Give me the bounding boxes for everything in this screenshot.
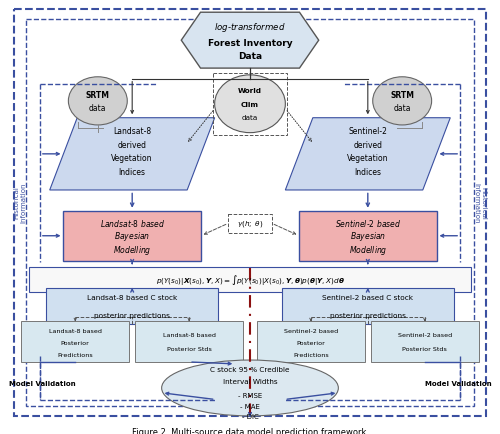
Text: Model Validation: Model Validation (425, 380, 492, 386)
Text: Predictions: Predictions (293, 352, 328, 357)
Text: $\gamma(h;\ \theta)$: $\gamma(h;\ \theta)$ (236, 219, 264, 229)
Text: Predictions: Predictions (58, 352, 93, 357)
FancyBboxPatch shape (64, 211, 201, 261)
Text: World: World (238, 88, 262, 94)
Text: - DIC: - DIC (242, 413, 258, 419)
Text: Posterior Stds: Posterior Stds (166, 346, 212, 351)
Text: Sentinel-2 based C stock: Sentinel-2 based C stock (322, 295, 414, 301)
Text: posterior predictions: posterior predictions (94, 312, 170, 318)
Text: - MAE: - MAE (240, 403, 260, 409)
Text: Forest Inventory: Forest Inventory (208, 39, 292, 47)
Text: - RMSE: - RMSE (238, 392, 262, 398)
FancyBboxPatch shape (135, 322, 243, 362)
Text: Posterior Stds: Posterior Stds (402, 346, 447, 351)
Text: $\it{Bayesian}$: $\it{Bayesian}$ (350, 230, 386, 243)
Text: $\it{Modelling}$: $\it{Modelling}$ (348, 243, 387, 256)
Text: $\it{Sentinel}$-$\it{2\ based}$: $\it{Sentinel}$-$\it{2\ based}$ (334, 217, 401, 228)
Text: Figure 2. Multi-source data model prediction framework.: Figure 2. Multi-source data model predic… (132, 427, 368, 434)
Text: Landsat-8 based: Landsat-8 based (162, 333, 216, 338)
Ellipse shape (68, 78, 128, 126)
Text: Landsat-8: Landsat-8 (113, 127, 151, 136)
Text: $\it{log}$-$\it{transformed}$: $\it{log}$-$\it{transformed}$ (214, 21, 286, 34)
Text: Vegetation: Vegetation (112, 154, 153, 163)
Text: Sentinel-2 based: Sentinel-2 based (398, 333, 452, 338)
Text: Sentinel-2: Sentinel-2 (348, 127, 388, 136)
Text: Indices: Indices (354, 167, 382, 176)
Ellipse shape (372, 78, 432, 126)
Text: Landsat-8 based C stock: Landsat-8 based C stock (87, 295, 178, 301)
Text: C stock 95 % Credible: C stock 95 % Credible (210, 366, 290, 372)
Text: SRTM: SRTM (86, 90, 110, 99)
Ellipse shape (162, 360, 338, 416)
Text: $\it{Modelling}$: $\it{Modelling}$ (113, 243, 152, 256)
FancyBboxPatch shape (371, 322, 479, 362)
FancyBboxPatch shape (257, 322, 365, 362)
Text: data: data (394, 104, 411, 113)
Text: posterior predictions: posterior predictions (330, 312, 406, 318)
FancyBboxPatch shape (21, 322, 129, 362)
Text: Vegetation: Vegetation (347, 154, 389, 163)
Text: Historical
Information: Historical Information (473, 182, 486, 223)
FancyBboxPatch shape (282, 288, 454, 325)
Text: data: data (242, 115, 258, 121)
Text: Sentinel-2 based: Sentinel-2 based (284, 328, 338, 333)
Text: $\it{Landsat}$-$\it{8\ based}$: $\it{Landsat}$-$\it{8\ based}$ (100, 217, 165, 228)
Text: $p(Y(s_0)|\boldsymbol{X}(s_0),\boldsymbol{Y},X)=\int p(Y(s_0)|X(s_0),\boldsymbol: $p(Y(s_0)|\boldsymbol{X}(s_0),\boldsymbo… (156, 273, 344, 286)
Text: Landsat-8 based: Landsat-8 based (48, 328, 102, 333)
Text: Interval Widths: Interval Widths (222, 378, 278, 385)
FancyBboxPatch shape (299, 211, 436, 261)
Text: Model Validation: Model Validation (8, 380, 75, 386)
Text: Indices: Indices (118, 167, 146, 176)
Text: SRTM: SRTM (390, 90, 414, 99)
FancyBboxPatch shape (46, 288, 218, 325)
Polygon shape (50, 118, 214, 191)
Text: $\it{Bayesian}$: $\it{Bayesian}$ (114, 230, 150, 243)
Polygon shape (182, 13, 318, 69)
Text: derived: derived (118, 140, 146, 149)
FancyBboxPatch shape (29, 267, 471, 292)
Text: derived: derived (354, 140, 382, 149)
Ellipse shape (214, 76, 286, 133)
Text: Posterior: Posterior (61, 340, 90, 345)
Text: Posterior: Posterior (296, 340, 326, 345)
Text: Data: Data (238, 52, 262, 61)
Text: Clim: Clim (241, 102, 259, 108)
Text: Historical
Information: Historical Information (14, 182, 27, 223)
Polygon shape (286, 118, 450, 191)
Text: data: data (89, 104, 106, 113)
